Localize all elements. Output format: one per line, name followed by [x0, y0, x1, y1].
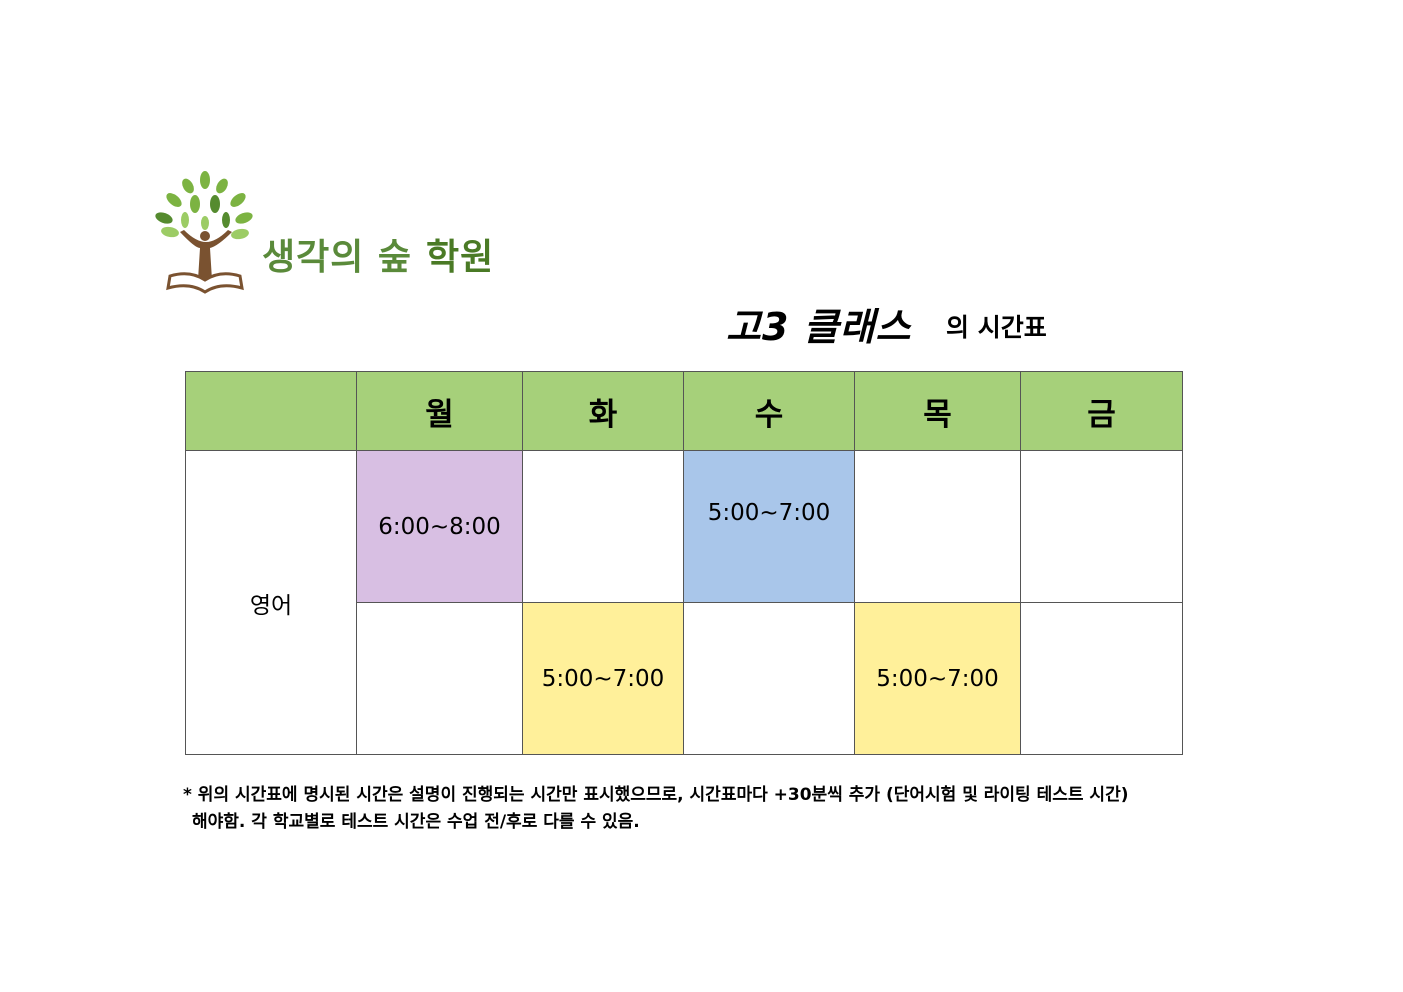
- cell-thu: 5:00~7:00: [854, 602, 1021, 755]
- cell-tue: 5:00~7:00: [522, 602, 684, 755]
- cell-mon: 6:00~8:00: [356, 450, 523, 603]
- footnote-line2: 해야함. 각 학교별로 테스트 시간은 수업 전/후로 다를 수 있음.: [192, 812, 640, 832]
- header-fri: 금: [1020, 371, 1183, 451]
- academy-name: 생각의 숲 학원: [262, 228, 494, 280]
- cell-wed: 5:00~7:00: [683, 450, 855, 603]
- header-wed: 수: [683, 371, 855, 451]
- cell-fri: [1020, 602, 1183, 755]
- cell-mon: [356, 602, 523, 755]
- timetable-subtitle: 의 시간표: [946, 313, 1047, 342]
- cell-fri: [1020, 450, 1183, 603]
- cell-wed-time: 5:00~7:00: [707, 499, 831, 526]
- footnote: * 위의 시간표에 명시된 시간은 설명이 진행되는 시간만 표시했으므로, 시…: [183, 782, 1223, 836]
- header-tue: 화: [522, 371, 684, 451]
- cell-wed: [683, 602, 855, 755]
- table-row: 5:00~7:00 5:00~7:00: [186, 602, 1183, 755]
- tree-logo: [150, 168, 260, 298]
- cell-tue: [522, 450, 684, 603]
- header-thu: 목: [854, 371, 1021, 451]
- class-title: 고3 클래스: [726, 305, 912, 349]
- header-empty: [185, 371, 357, 451]
- table-row: 영어 6:00~8:00 5:00~7:00: [185, 450, 1183, 755]
- academy-name-part1: 생각의 숲: [262, 237, 413, 278]
- header-row: 월 화 수 목 금: [185, 371, 1183, 451]
- timetable: 월 화 수 목 금 영어 6:00~8:00 5:00~7:00 5:00~7:…: [185, 371, 1183, 755]
- cell-thu: [854, 450, 1021, 603]
- academy-name-part2: 학원: [426, 237, 495, 278]
- subject-cell: 영어: [185, 450, 357, 755]
- footnote-line1: * 위의 시간표에 명시된 시간은 설명이 진행되는 시간만 표시했으므로, 시…: [183, 785, 1129, 805]
- header-mon: 월: [356, 371, 523, 451]
